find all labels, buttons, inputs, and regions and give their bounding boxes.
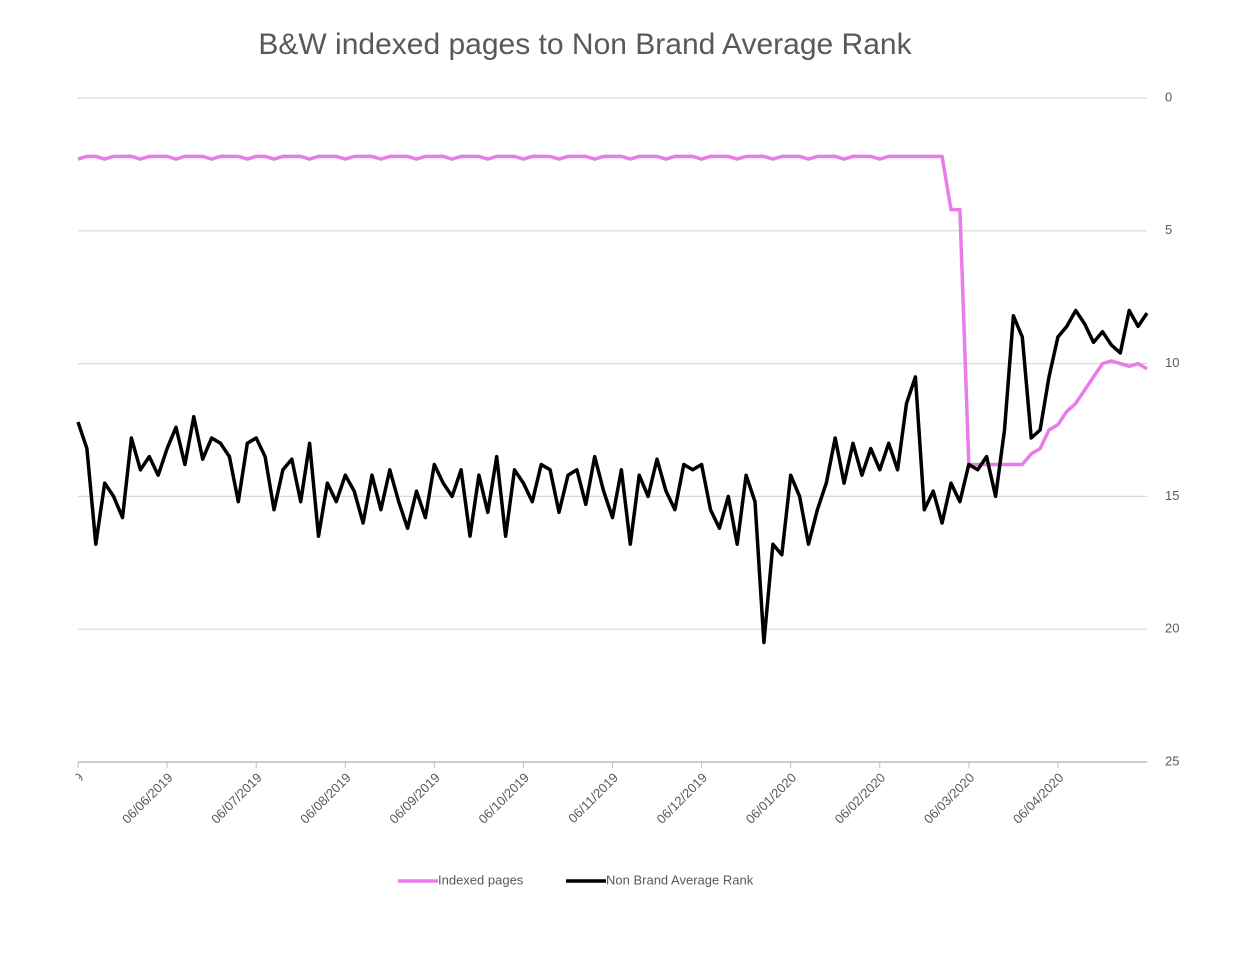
- x-tick-label: 06/01/2020: [743, 770, 800, 827]
- x-tick-label: 06/11/2019: [565, 770, 621, 826]
- series-line: [77, 154, 1148, 467]
- x-tick-label: 06/03/2020: [921, 770, 978, 827]
- y-tick-label: 10: [1165, 355, 1179, 370]
- legend-label: Non Brand Average Rank: [606, 872, 754, 887]
- x-tick-label: 06/10/2019: [475, 770, 532, 827]
- y-tick-label: 20: [1165, 621, 1179, 636]
- x-tick-label: 06/12/2019: [654, 770, 711, 827]
- x-tick-label: 06/06/2019: [119, 770, 176, 827]
- y-tick-label: 25: [1165, 753, 1179, 768]
- y-tick-label: 5: [1165, 222, 1172, 237]
- x-tick-label: 06/07/2019: [208, 770, 265, 827]
- x-tick-label: 06/05/2019: [30, 770, 87, 827]
- series-line: [76, 308, 1149, 645]
- x-tick-label: 06/02/2020: [832, 770, 889, 827]
- x-tick-label: 06/08/2019: [297, 770, 354, 827]
- x-tick-label: 06/04/2020: [1010, 770, 1067, 827]
- y-tick-label: 0: [1165, 89, 1172, 104]
- legend-label: Indexed pages: [438, 872, 524, 887]
- x-tick-label: 06/09/2019: [386, 770, 443, 827]
- chart-title: B&W indexed pages to Non Brand Average R…: [258, 28, 912, 61]
- y-tick-label: 15: [1165, 488, 1179, 503]
